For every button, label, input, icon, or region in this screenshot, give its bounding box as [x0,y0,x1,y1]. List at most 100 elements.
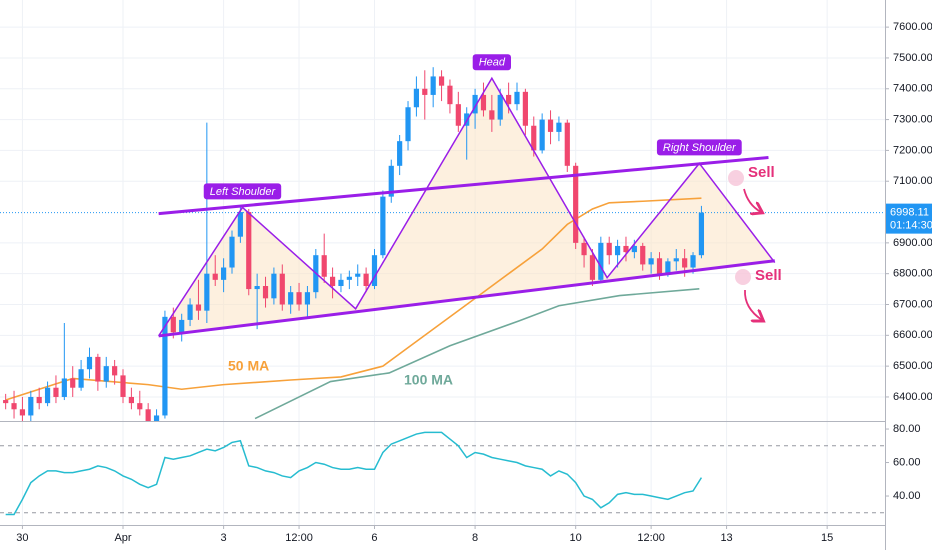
candle-body [195,304,202,311]
y-tick-label: 7300.00 [893,113,932,125]
ma-label: 100 MA [404,372,453,388]
candle-body [690,255,696,268]
candle-body [564,122,570,166]
rsi-tick-label: 40.00 [893,490,921,502]
candle-body [556,122,562,132]
candle-body [204,273,210,311]
y-tick-label: 6400.00 [893,391,932,403]
candle-body [162,316,168,416]
candle-body [262,286,269,299]
candle-body [665,261,671,274]
candle-body [95,356,101,382]
candle-body [137,403,143,410]
candle-body [522,91,528,126]
x-tick-label: Apr [114,532,131,544]
candle-body [11,403,17,410]
candle-body [145,409,151,421]
sell-label: Sell [748,164,775,181]
candle-body [103,366,109,382]
pattern-fill [158,78,775,336]
candle-body [170,316,176,333]
candle-body [380,196,386,256]
candle-body [698,212,705,256]
candle-body [304,292,311,305]
x-tick-label: 15 [821,532,833,544]
x-tick-label: 8 [472,532,478,544]
y-tick-label: 7100.00 [893,175,932,187]
y-tick-label: 7200.00 [893,144,932,156]
last-price-label: 6998.11 [890,207,929,219]
candle-body [581,242,587,256]
candle-body [489,110,495,120]
candle-body [19,409,26,416]
candle-body [70,378,76,388]
candle-body [321,255,327,277]
candle-body [237,212,243,237]
candle-body [44,387,51,404]
candle-body [438,76,445,86]
candle-body [539,119,545,151]
pattern-label: Left Shoulder [210,186,277,198]
candle-body [614,245,621,256]
x-tick-label: 10 [570,532,582,544]
price-pane [0,67,885,421]
rsi-pane [0,431,885,516]
candle-body [3,400,9,404]
candle-body [355,273,361,277]
candle-body [346,276,352,280]
candle-body [86,356,93,370]
candle-body [288,292,294,305]
sell-arrow [744,289,762,320]
candle-body [212,273,218,280]
pattern-label: Right Shoulder [663,142,737,154]
candle-body [472,94,478,114]
sell-marker [735,269,751,285]
candle-body [656,258,663,274]
ma-label: 50 MA [228,358,269,374]
candle-body [631,245,637,253]
candle-body [480,94,487,111]
candle-body [187,304,193,320]
y-tick-label: 6900.00 [893,237,932,249]
candle-body [623,245,629,253]
candle-body [648,258,654,265]
candle-body [78,369,84,388]
candle-body [246,212,252,290]
candle-body [120,375,126,397]
grid [0,0,885,525]
overlay: Left Shoulder Head Right Shoulder 50 MA 100 … [203,54,742,388]
candle-body [413,88,420,108]
pattern-label: Head [479,57,506,69]
candle-body [36,396,42,404]
y-tick-label: 6500.00 [893,360,932,372]
y-tick-label: 7400.00 [893,83,932,95]
pattern-label-box [203,183,282,200]
candle-body [673,258,679,262]
neckline [158,259,775,338]
sell-arrow [743,188,761,212]
candle-body [371,255,378,287]
candle-body [179,319,185,333]
x-tick-label: 13 [720,532,732,544]
rsi-tick-label: 80.00 [893,423,921,435]
candle-body [388,165,394,197]
pattern-label-box [656,139,742,156]
candle-body [128,396,134,404]
y-tick-label: 6600.00 [893,329,932,341]
candle-body [497,94,503,120]
pattern-label-box [472,54,512,71]
trendline [158,155,769,216]
candle-body [221,267,227,280]
candle-body [112,366,118,376]
y-tick-label: 7500.00 [893,52,932,64]
candle-body [430,76,436,95]
candle-body [397,141,403,166]
y-tick-label: 6800.00 [893,268,932,280]
x-tick-label: 12:00 [285,532,313,544]
candle-body [447,85,453,105]
candle-body [53,387,59,397]
sell-annotations: Sell Sell [728,164,782,320]
candle-body [606,242,612,256]
x-tick-label: 12:00 [637,532,665,544]
rsi-line [5,431,703,516]
